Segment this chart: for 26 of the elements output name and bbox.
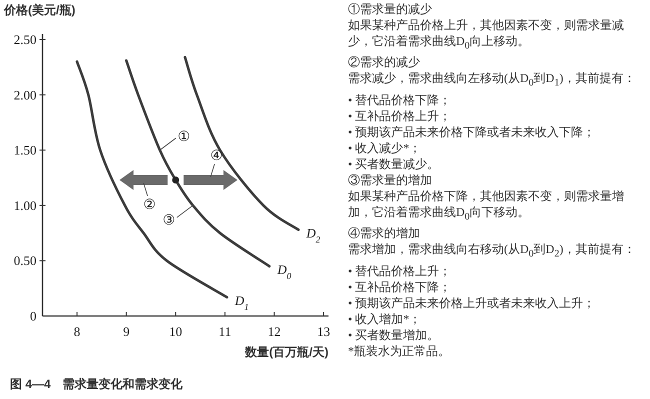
- annotation: ①: [178, 129, 190, 146]
- annotation: ③: [162, 205, 194, 228]
- y-tick-label: 1.50: [14, 142, 36, 158]
- x-tick-label: 8: [74, 324, 80, 339]
- y-tick-label: 2.50: [14, 32, 36, 48]
- series-label: D$_{2}$: [305, 226, 321, 245]
- annotation: ①: [159, 129, 190, 151]
- annotation: ②: [143, 182, 156, 213]
- text: 图 4—4 需求量变化和需求变化: [10, 377, 184, 391]
- y-tick-label: 0.50: [14, 253, 36, 268]
- series-label: D$_{0}$: [276, 262, 292, 282]
- y-tick-label: 0: [30, 308, 36, 324]
- x-tick-label: 13: [317, 324, 330, 339]
- annotation: ④: [210, 148, 223, 178]
- x-tick-label: 12: [268, 324, 281, 339]
- series-label: D$_{1}$: [234, 293, 249, 312]
- x-tick-label: 9: [123, 324, 130, 339]
- y-tick-label: 1.00: [14, 198, 36, 213]
- annotation: ②: [143, 196, 156, 213]
- y-tick-label: 2.00: [14, 87, 36, 102]
- x-tick-label: 11: [218, 324, 232, 339]
- y-axis-title: 价格(美元/瓶): [3, 3, 76, 17]
- annotation: ④: [210, 148, 223, 164]
- annotation: ③: [162, 212, 176, 228]
- x-axis-title: 数量(百万瓶/天): [244, 345, 328, 359]
- x-tick-label: 10: [169, 324, 182, 339]
